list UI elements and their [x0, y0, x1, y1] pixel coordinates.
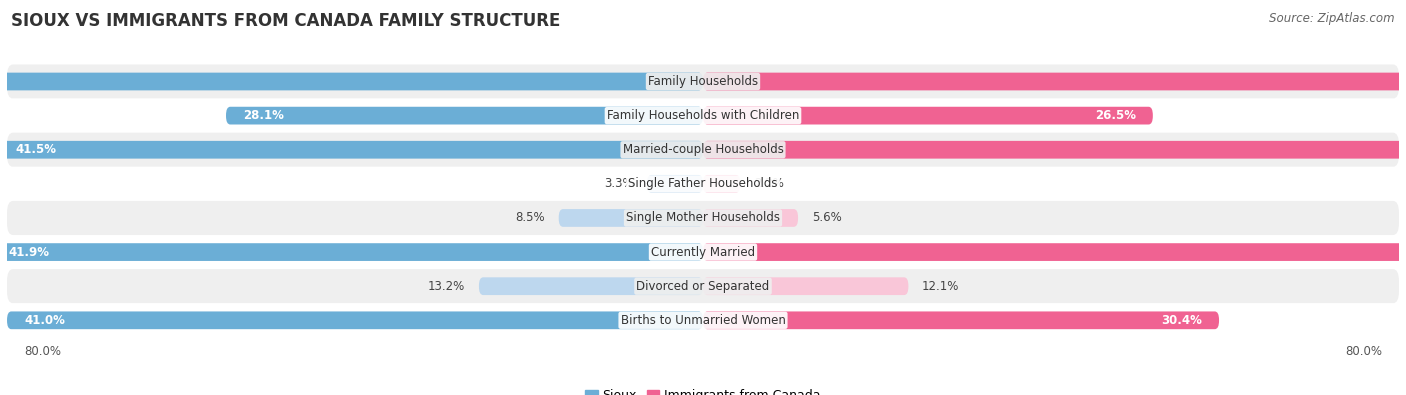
FancyBboxPatch shape [703, 277, 908, 295]
Text: 2.2%: 2.2% [754, 177, 783, 190]
Text: Currently Married: Currently Married [651, 246, 755, 259]
Text: 80.0%: 80.0% [1346, 345, 1382, 358]
FancyBboxPatch shape [7, 303, 1399, 337]
Text: 28.1%: 28.1% [243, 109, 284, 122]
Text: Family Households: Family Households [648, 75, 758, 88]
Legend: Sioux, Immigrants from Canada: Sioux, Immigrants from Canada [581, 384, 825, 395]
FancyBboxPatch shape [647, 175, 703, 193]
Text: 41.9%: 41.9% [8, 246, 49, 259]
Text: Married-couple Households: Married-couple Households [623, 143, 783, 156]
FancyBboxPatch shape [0, 141, 703, 159]
FancyBboxPatch shape [7, 133, 1399, 167]
FancyBboxPatch shape [7, 201, 1399, 235]
Text: 26.5%: 26.5% [1095, 109, 1136, 122]
FancyBboxPatch shape [703, 107, 1153, 124]
Text: 13.2%: 13.2% [427, 280, 465, 293]
FancyBboxPatch shape [703, 311, 1219, 329]
Text: SIOUX VS IMMIGRANTS FROM CANADA FAMILY STRUCTURE: SIOUX VS IMMIGRANTS FROM CANADA FAMILY S… [11, 12, 561, 30]
FancyBboxPatch shape [226, 107, 703, 124]
FancyBboxPatch shape [7, 167, 1399, 201]
Text: 80.0%: 80.0% [24, 345, 60, 358]
Text: 30.4%: 30.4% [1161, 314, 1202, 327]
Text: 5.6%: 5.6% [811, 211, 841, 224]
FancyBboxPatch shape [703, 209, 799, 227]
FancyBboxPatch shape [703, 175, 741, 193]
FancyBboxPatch shape [0, 73, 703, 90]
FancyBboxPatch shape [703, 141, 1406, 159]
Text: Divorced or Separated: Divorced or Separated [637, 280, 769, 293]
Text: 8.5%: 8.5% [516, 211, 546, 224]
FancyBboxPatch shape [7, 269, 1399, 303]
FancyBboxPatch shape [558, 209, 703, 227]
Text: Source: ZipAtlas.com: Source: ZipAtlas.com [1270, 12, 1395, 25]
FancyBboxPatch shape [0, 243, 703, 261]
FancyBboxPatch shape [7, 311, 703, 329]
Text: 41.0%: 41.0% [24, 314, 65, 327]
FancyBboxPatch shape [7, 235, 1399, 269]
Text: 12.1%: 12.1% [922, 280, 959, 293]
FancyBboxPatch shape [7, 99, 1399, 133]
FancyBboxPatch shape [703, 243, 1406, 261]
FancyBboxPatch shape [703, 73, 1406, 90]
Text: Births to Unmarried Women: Births to Unmarried Women [620, 314, 786, 327]
FancyBboxPatch shape [479, 277, 703, 295]
Text: Single Father Households: Single Father Households [628, 177, 778, 190]
FancyBboxPatch shape [7, 64, 1399, 99]
Text: 41.5%: 41.5% [15, 143, 56, 156]
Text: Family Households with Children: Family Households with Children [607, 109, 799, 122]
Text: Single Mother Households: Single Mother Households [626, 211, 780, 224]
Text: 3.3%: 3.3% [603, 177, 634, 190]
